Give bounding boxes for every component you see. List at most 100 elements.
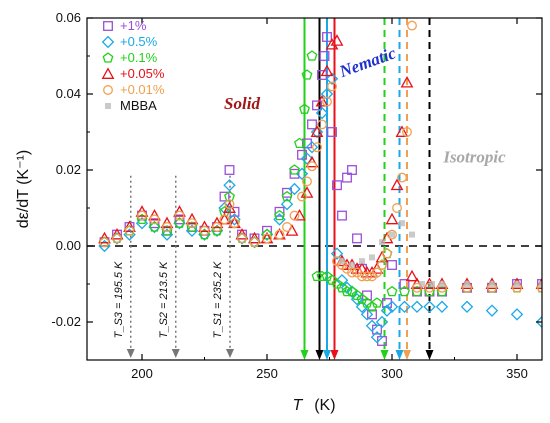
data-point — [537, 279, 542, 289]
data-point — [297, 191, 307, 202]
data-point — [280, 197, 294, 211]
data-point — [365, 319, 379, 333]
data-point — [395, 125, 409, 137]
data-point — [460, 300, 474, 314]
data-point — [316, 270, 328, 282]
x-axis-unit: (K) — [314, 397, 335, 414]
data-point — [371, 297, 383, 308]
data-point — [219, 191, 230, 202]
x-axis-symbol: T — [292, 397, 303, 414]
data-point — [162, 222, 172, 232]
data-point — [326, 274, 338, 285]
data-point — [331, 278, 343, 289]
data-point — [315, 106, 329, 120]
data-point — [137, 210, 147, 221]
data-point — [307, 161, 317, 172]
data-point — [402, 127, 412, 137]
data-point — [379, 239, 385, 246]
legend-marker — [102, 52, 114, 63]
data-point — [362, 271, 372, 282]
data-point — [352, 233, 362, 244]
data-point — [370, 330, 384, 344]
data-point — [302, 176, 312, 187]
data-point — [405, 269, 419, 282]
data-point — [185, 212, 199, 225]
data-point — [274, 229, 285, 240]
data-point — [340, 281, 354, 295]
data-point — [223, 178, 236, 192]
data-point — [224, 190, 235, 202]
legend-label: +0.05% — [120, 66, 165, 81]
x-tick-label: 350 — [506, 366, 528, 381]
data-point — [98, 231, 111, 244]
data-point — [464, 281, 470, 287]
y-tick-label: 0.04 — [56, 86, 81, 101]
data-point — [387, 260, 397, 270]
data-point — [399, 220, 405, 227]
data-point — [349, 262, 355, 268]
data-point — [342, 172, 352, 183]
data-point — [149, 214, 160, 225]
data-point — [339, 258, 345, 265]
data-point — [435, 300, 449, 314]
data-point — [330, 34, 344, 46]
data-point — [375, 315, 389, 329]
series-MBBA — [339, 220, 542, 287]
data-point — [320, 64, 334, 77]
data-point — [249, 237, 260, 248]
data-point — [325, 72, 339, 86]
data-point — [380, 304, 394, 317]
solid-transition-arrow-head — [126, 349, 135, 358]
data-point — [289, 164, 300, 175]
transition-arrow-head — [403, 350, 411, 360]
transition-arrow-head — [425, 350, 434, 360]
data-point — [282, 222, 292, 232]
data-point — [294, 137, 305, 149]
solid-transition-label: T_S1 = 235.2 K — [212, 261, 224, 338]
data-point — [262, 233, 272, 244]
data-point — [419, 281, 425, 287]
data-point — [385, 300, 399, 314]
data-point — [399, 279, 410, 289]
y-axis-title: dε/dT (K⁻¹) — [15, 150, 32, 228]
data-point — [317, 119, 327, 130]
data-point — [392, 203, 402, 213]
data-point — [224, 165, 235, 175]
data-point — [539, 281, 542, 287]
solid-transition-labels: T_S3 = 195.5 K T_S2 = 213.5 K T_S1 = 235.2… — [113, 175, 234, 358]
data-point — [174, 214, 185, 225]
data-point — [112, 233, 122, 244]
legend-marker — [105, 103, 111, 109]
data-point — [322, 32, 332, 42]
legend-marker — [103, 21, 113, 31]
data-point — [347, 267, 357, 278]
data-point — [359, 258, 365, 265]
axes: 200 250 300 350 -0.02 0.00 0.02 0.04 0.06 — [51, 10, 542, 381]
data-point — [160, 216, 174, 229]
data-point — [288, 182, 301, 196]
data-point — [409, 231, 415, 238]
data-point — [330, 247, 344, 260]
data-point — [149, 218, 160, 229]
y-tick-label: 0.06 — [56, 10, 81, 25]
data-point — [346, 285, 358, 297]
x-axis-title: T (K) — [292, 397, 335, 414]
data-point — [377, 260, 387, 270]
data-point — [423, 300, 436, 314]
data-point — [199, 225, 210, 236]
data-point — [310, 125, 324, 137]
data-point — [372, 267, 382, 278]
data-point — [135, 205, 149, 217]
data-point — [282, 187, 292, 198]
data-point — [307, 119, 317, 130]
data-point — [332, 180, 342, 191]
data-point — [305, 140, 319, 154]
transition-arrow-head — [380, 350, 389, 360]
region-label: Isotropic — [442, 147, 506, 166]
data-point — [219, 206, 230, 217]
data-point — [351, 289, 363, 301]
data-point — [360, 308, 374, 321]
transition-arrow-head — [395, 350, 404, 360]
data-point — [385, 212, 399, 225]
